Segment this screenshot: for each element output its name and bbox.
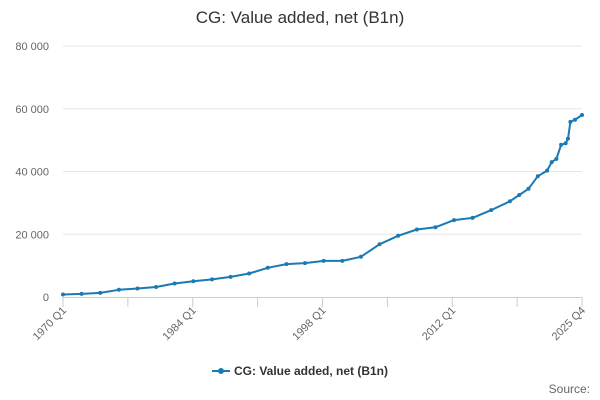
source-label: Source:	[548, 382, 590, 396]
x-axis: 1970 Q1 1984 Q1 1998 Q1 2012 Q1 2025 Q4	[31, 297, 588, 343]
y-tick-label: 40 000	[15, 167, 49, 179]
data-point[interactable]	[568, 119, 573, 124]
legend-label: CG: Value added, net (B1n)	[233, 364, 389, 378]
x-tick-label: 2025 Q4	[550, 305, 588, 343]
data-point[interactable]	[98, 290, 103, 295]
data-point[interactable]	[61, 292, 65, 297]
data-point[interactable]	[507, 199, 512, 204]
data-point[interactable]	[135, 286, 140, 291]
y-tick-label: 20 000	[15, 229, 49, 241]
data-point[interactable]	[566, 136, 570, 141]
data-point[interactable]	[79, 291, 84, 296]
data-point[interactable]	[549, 160, 554, 165]
data-point[interactable]	[303, 261, 307, 266]
data-point[interactable]	[340, 258, 345, 263]
series-layer	[61, 113, 584, 297]
y-tick-label: 0	[43, 292, 49, 304]
data-point[interactable]	[526, 186, 531, 191]
chart-title: CG: Value added, net (B1n)	[195, 8, 405, 27]
data-point[interactable]	[358, 254, 363, 259]
data-point[interactable]	[573, 117, 577, 122]
data-point[interactable]	[433, 225, 438, 230]
data-point[interactable]	[191, 279, 196, 284]
x-tick-label: 2012 Q1	[420, 305, 458, 343]
data-point[interactable]	[228, 274, 233, 279]
series-line[interactable]	[62, 114, 583, 296]
data-point[interactable]	[172, 281, 177, 286]
data-point[interactable]	[452, 218, 456, 223]
data-point[interactable]	[489, 208, 494, 213]
data-point[interactable]	[580, 113, 584, 117]
legend[interactable]: CG: Value added, net (B1n)	[0, 364, 600, 378]
data-point[interactable]	[377, 242, 382, 247]
data-point[interactable]	[535, 174, 540, 179]
y-axis: 0 20 000 40 000 60 000 80 000	[15, 41, 49, 304]
data-point[interactable]	[154, 285, 159, 289]
data-point[interactable]	[321, 258, 326, 263]
data-point[interactable]	[545, 168, 550, 173]
y-tick-label: 60 000	[15, 104, 49, 116]
data-point[interactable]	[563, 141, 568, 146]
data-point[interactable]	[284, 262, 289, 267]
data-point[interactable]	[554, 156, 559, 161]
data-point[interactable]	[265, 265, 270, 270]
data-point[interactable]	[414, 227, 419, 232]
legend-marker-icon	[211, 366, 230, 376]
data-point[interactable]	[116, 287, 121, 292]
data-point[interactable]	[470, 215, 475, 220]
x-tick-label: 1970 Q1	[31, 305, 69, 343]
data-point[interactable]	[517, 193, 522, 197]
data-point[interactable]	[210, 277, 214, 282]
x-tick-label: 1984 Q1	[161, 305, 199, 343]
data-point[interactable]	[396, 233, 401, 238]
data-point[interactable]	[247, 271, 252, 276]
y-tick-label: 80 000	[15, 41, 49, 53]
data-point[interactable]	[559, 142, 564, 147]
x-tick-label: 1998 Q1	[290, 305, 328, 343]
gridlines	[63, 45, 582, 235]
